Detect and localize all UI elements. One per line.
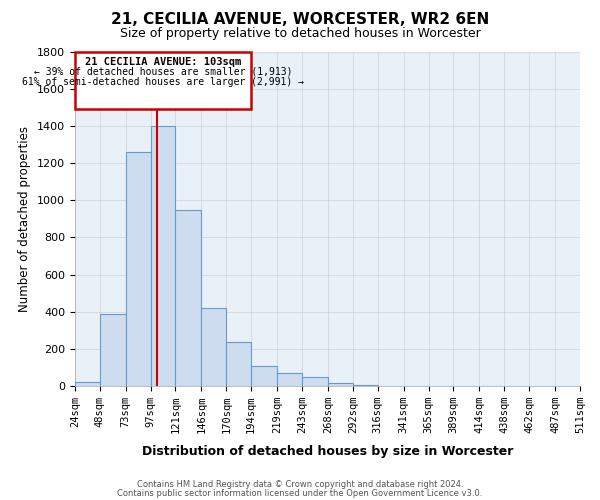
Text: 21, CECILIA AVENUE, WORCESTER, WR2 6EN: 21, CECILIA AVENUE, WORCESTER, WR2 6EN [111,12,489,28]
Bar [75,52,251,109]
X-axis label: Distribution of detached houses by size in Worcester: Distribution of detached houses by size … [142,444,513,458]
Bar [175,210,202,386]
Bar [353,385,378,386]
Bar [226,342,251,386]
Bar [202,308,226,386]
Text: ← 39% of detached houses are smaller (1,913): ← 39% of detached houses are smaller (1,… [34,66,292,76]
Text: 61% of semi-detached houses are larger (2,991) →: 61% of semi-detached houses are larger (… [22,76,304,86]
Text: Size of property relative to detached houses in Worcester: Size of property relative to detached ho… [119,28,481,40]
Text: Contains HM Land Registry data © Crown copyright and database right 2024.: Contains HM Land Registry data © Crown c… [137,480,463,489]
Bar [251,366,277,386]
Bar [100,314,125,386]
Bar [302,377,328,386]
Text: 21 CECILIA AVENUE: 103sqm: 21 CECILIA AVENUE: 103sqm [85,57,241,67]
Bar [277,373,302,386]
Y-axis label: Number of detached properties: Number of detached properties [19,126,31,312]
Bar [125,152,151,386]
Bar [328,384,353,386]
Bar [151,126,175,386]
Text: Contains public sector information licensed under the Open Government Licence v3: Contains public sector information licen… [118,488,482,498]
Bar [75,382,100,386]
